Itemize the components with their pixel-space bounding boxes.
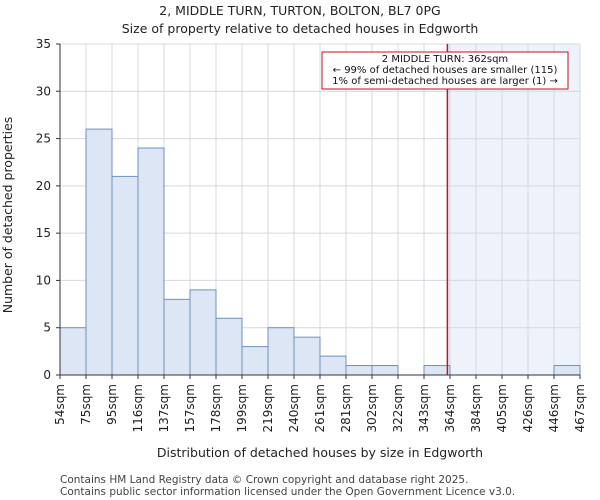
- x-tick-label: 364sqm: [443, 384, 457, 432]
- y-tick-label: 10: [36, 273, 51, 287]
- x-tick-label: 240sqm: [287, 384, 301, 432]
- x-tick-label: 95sqm: [105, 384, 119, 425]
- x-tick-label: 343sqm: [417, 384, 431, 432]
- bar: [371, 365, 399, 376]
- chart-subtitle: Size of property relative to detached ho…: [122, 21, 479, 36]
- x-tick-label: 405sqm: [495, 384, 509, 432]
- x-tick-label: 116sqm: [131, 384, 145, 432]
- bar: [553, 365, 581, 376]
- y-tick-label: 15: [36, 226, 51, 240]
- x-tick-label: 157sqm: [183, 384, 197, 432]
- axes: 0 5 10 15 20 25 30 35 54sqm 75sqm 95sqm 116sqm 137sq…: [36, 37, 587, 432]
- x-axis-label: Distribution of detached houses by size …: [157, 445, 483, 460]
- x-tick-label: 75sqm: [79, 384, 93, 425]
- x-tick-label: 219sqm: [261, 384, 275, 432]
- x-tick-label: 467sqm: [573, 384, 587, 432]
- chart-title: 2, MIDDLE TURN, TURTON, BOLTON, BL7 0PG: [159, 3, 440, 18]
- annotation-frame: [321, 51, 569, 90]
- bar: [215, 317, 243, 376]
- y-axis-label: Number of detached properties: [0, 117, 15, 314]
- bar: [163, 298, 191, 376]
- annotation-line-1: 2 MIDDLE TURN: 362sqm: [382, 54, 508, 65]
- x-tick-label: 302sqm: [365, 384, 379, 432]
- x-tick-label: 426sqm: [521, 384, 535, 432]
- highlight-band: [447, 44, 580, 375]
- x-tick-label: 54sqm: [53, 384, 67, 425]
- x-tick-label: 137sqm: [157, 384, 171, 432]
- annotation-box: 2 MIDDLE TURN: 362sqm ← 99% of detached …: [321, 51, 569, 90]
- y-tick-label: 20: [36, 179, 51, 193]
- y-tick-label: 30: [36, 84, 51, 98]
- x-tick-label: 384sqm: [469, 384, 483, 432]
- bars: [59, 128, 581, 376]
- bar: [319, 355, 347, 376]
- x-tick-label: 261sqm: [313, 384, 327, 432]
- bar: [423, 365, 451, 376]
- annotation-line-2: ← 99% of detached houses are smaller (11…: [333, 65, 558, 76]
- bar: [293, 336, 321, 376]
- bar: [345, 365, 373, 376]
- bar: [85, 128, 113, 376]
- highlight-region: [447, 44, 580, 375]
- bar: [137, 147, 165, 376]
- annotation-line-3: 1% of semi-detached houses are larger (1…: [332, 76, 558, 87]
- x-tick-label: 446sqm: [547, 384, 561, 432]
- y-tick-label: 0: [43, 368, 51, 382]
- bar: [267, 327, 295, 376]
- footer-line-2: Contains public sector information licen…: [60, 486, 515, 498]
- bar: [189, 289, 217, 376]
- y-tick-label: 5: [43, 321, 51, 335]
- bar: [59, 327, 87, 376]
- x-tick-label: 281sqm: [339, 384, 353, 432]
- x-tick-label: 322sqm: [391, 384, 405, 432]
- y-tick-label: 25: [36, 132, 51, 146]
- footer-line-1: Contains HM Land Registry data © Crown c…: [60, 474, 468, 486]
- bar: [111, 175, 139, 376]
- bar: [241, 346, 269, 376]
- x-tick-label: 178sqm: [209, 384, 223, 432]
- x-tick-label: 199sqm: [235, 384, 249, 432]
- y-tick-label: 35: [36, 37, 51, 51]
